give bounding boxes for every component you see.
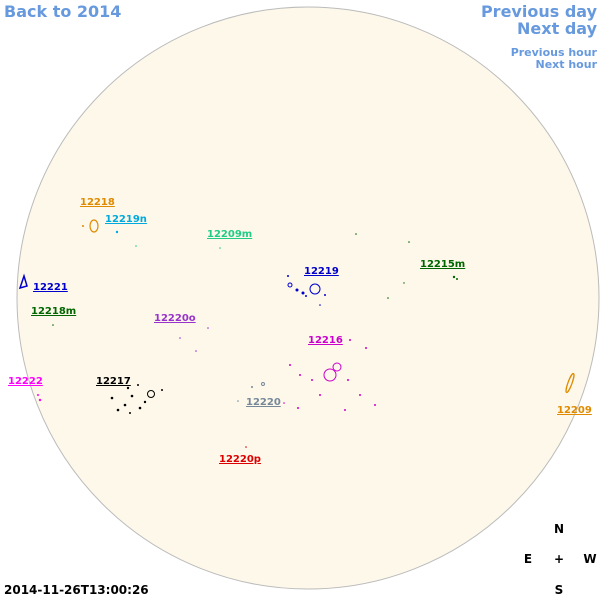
region-label[interactable]: 12218m xyxy=(31,306,76,317)
solar-disk xyxy=(16,6,600,590)
region-label[interactable]: 12209m xyxy=(207,229,252,240)
previous-hour-link[interactable]: Previous hour xyxy=(511,46,598,59)
region-label[interactable]: 12215m xyxy=(420,259,465,270)
previous-day-link[interactable]: Previous day xyxy=(481,2,598,21)
region-label[interactable]: 12221 xyxy=(33,282,68,293)
region-label[interactable]: 12222 xyxy=(8,376,43,387)
compass-west: W xyxy=(583,552,596,566)
spots xyxy=(18,219,575,448)
region-label[interactable]: 12220o xyxy=(154,313,196,324)
region-label[interactable]: 12220p xyxy=(219,454,261,465)
next-day-link[interactable]: Next day xyxy=(517,19,598,38)
compass-south: S xyxy=(555,583,564,597)
back-link[interactable]: Back to 2014 xyxy=(4,2,121,21)
region-label[interactable]: 12219n xyxy=(105,214,147,225)
region-label[interactable]: 12218 xyxy=(80,197,115,208)
region-label[interactable]: 12219 xyxy=(304,266,339,277)
region-label[interactable]: 12216 xyxy=(308,335,343,346)
compass-center: + xyxy=(554,552,564,566)
region-label[interactable]: 12209 xyxy=(557,405,592,416)
region-label[interactable]: 12220 xyxy=(246,397,281,408)
compass-east: E xyxy=(524,552,532,566)
compass-north: N xyxy=(554,522,564,536)
next-hour-link[interactable]: Next hour xyxy=(536,58,598,71)
region-label[interactable]: 12217 xyxy=(96,376,131,387)
timestamp: 2014-11-26T13:00:26 xyxy=(4,583,149,597)
